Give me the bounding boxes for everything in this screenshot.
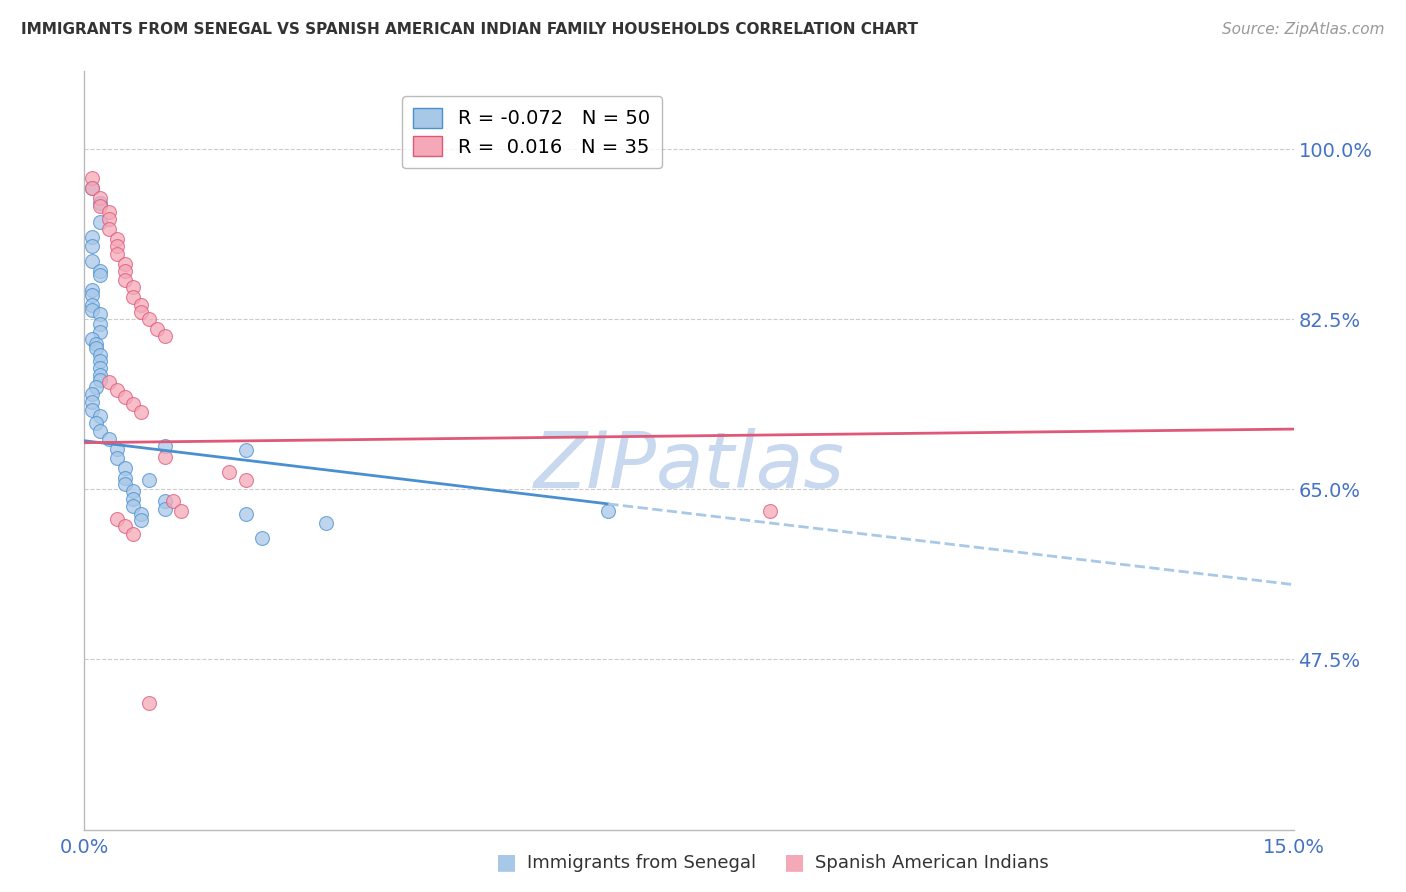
Point [89, 191, 111, 205]
Point [121, 397, 143, 411]
Point [129, 305, 152, 319]
Point [86, 416, 108, 430]
Point [121, 499, 143, 513]
Point [235, 473, 257, 487]
Point [89, 368, 111, 382]
Point [82, 395, 104, 409]
Point [153, 439, 176, 453]
Point [82, 302, 104, 317]
Point [114, 461, 136, 475]
Point [114, 263, 136, 277]
Point [97, 205, 120, 219]
Point [97, 432, 120, 446]
Point [170, 504, 193, 518]
Point [138, 312, 160, 326]
Point [89, 263, 111, 277]
Point [146, 322, 169, 336]
Point [114, 471, 136, 485]
Point [129, 404, 152, 418]
Point [82, 402, 104, 417]
Point [82, 288, 104, 302]
Point [82, 387, 104, 401]
Point [86, 336, 108, 351]
Point [89, 268, 111, 283]
Point [97, 222, 120, 236]
Point [105, 383, 128, 397]
Text: Spanish American Indians: Spanish American Indians [815, 855, 1049, 872]
Point [89, 360, 111, 375]
Point [82, 283, 104, 297]
Point [82, 181, 104, 195]
Point [82, 181, 104, 195]
Point [153, 450, 176, 465]
Point [250, 531, 273, 545]
Point [89, 195, 111, 210]
Point [82, 254, 104, 268]
Point [105, 511, 128, 525]
Point [89, 374, 111, 388]
Text: Source: ZipAtlas.com: Source: ZipAtlas.com [1222, 22, 1385, 37]
Point [105, 247, 128, 261]
Point [105, 451, 128, 466]
Point [89, 354, 111, 368]
Text: IMMIGRANTS FROM SENEGAL VS SPANISH AMERICAN INDIAN FAMILY HOUSEHOLDS CORRELATION: IMMIGRANTS FROM SENEGAL VS SPANISH AMERI… [21, 22, 918, 37]
Point [89, 317, 111, 331]
Point [162, 494, 184, 508]
Legend: R = -0.072   N = 50, R =  0.016   N = 35: R = -0.072 N = 50, R = 0.016 N = 35 [402, 96, 662, 169]
Text: Immigrants from Senegal: Immigrants from Senegal [527, 855, 756, 872]
Point [89, 409, 111, 424]
Point [121, 527, 143, 541]
Point [121, 280, 143, 294]
Point [121, 290, 143, 304]
Point [235, 507, 257, 521]
Point [114, 477, 136, 491]
Point [129, 298, 152, 312]
Point [82, 332, 104, 346]
Point [153, 501, 176, 516]
Point [218, 465, 240, 479]
Point [121, 491, 143, 506]
Text: ■: ■ [496, 853, 516, 872]
Point [153, 494, 176, 508]
Point [153, 328, 176, 343]
Point [129, 507, 152, 521]
Point [82, 171, 104, 186]
Text: ZIPatlas: ZIPatlas [533, 427, 845, 504]
Point [86, 342, 108, 356]
Point [89, 325, 111, 339]
Point [315, 516, 337, 531]
Point [105, 442, 128, 456]
Point [758, 504, 780, 518]
Point [598, 504, 620, 518]
Point [89, 348, 111, 362]
Point [89, 307, 111, 321]
Point [82, 298, 104, 312]
Point [235, 443, 257, 458]
Point [105, 231, 128, 245]
Point [97, 212, 120, 227]
Point [82, 239, 104, 253]
Point [105, 239, 128, 253]
Point [114, 273, 136, 287]
Point [97, 376, 120, 390]
Point [129, 513, 152, 527]
Point [89, 424, 111, 438]
Point [89, 215, 111, 229]
Text: ■: ■ [785, 853, 804, 872]
Point [82, 229, 104, 244]
Point [121, 484, 143, 499]
Point [114, 390, 136, 404]
Point [89, 198, 111, 212]
Point [114, 519, 136, 533]
Point [138, 473, 160, 487]
Point [86, 380, 108, 394]
Point [114, 257, 136, 271]
Point [138, 696, 160, 710]
